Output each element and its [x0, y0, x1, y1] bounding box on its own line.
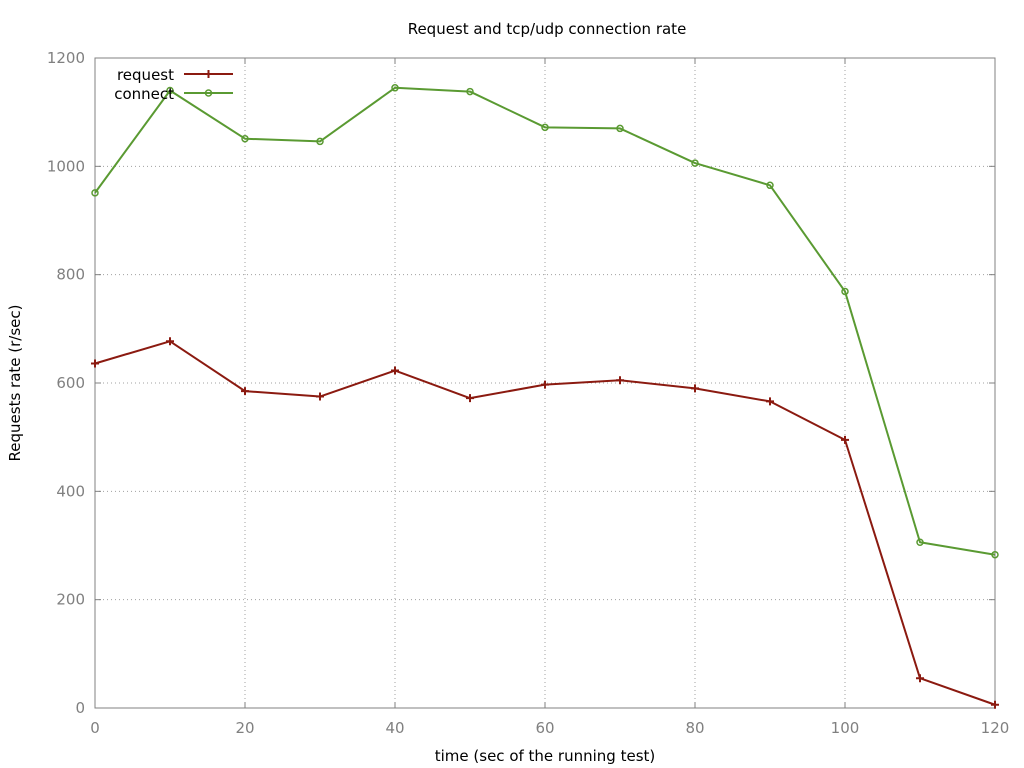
data-point-connect [841, 287, 849, 296]
y-axis-title: Requests rate (r/sec) [6, 305, 24, 462]
data-point-connect [391, 84, 399, 92]
y-tick-label: 400 [56, 482, 85, 500]
legend-sample-connect [184, 89, 233, 97]
legend-label-connect: connect [114, 85, 174, 103]
data-point-connect [616, 124, 624, 133]
x-tick-label: 60 [535, 719, 554, 737]
data-point-request [466, 394, 474, 403]
x-tick-label: 100 [831, 719, 860, 737]
data-point-connect [691, 159, 699, 167]
x-axis-title: time (sec of the running test) [435, 747, 656, 765]
legend: request connect [114, 66, 233, 103]
data-point-connect [466, 87, 474, 96]
legend-marker-request [204, 70, 213, 78]
legend-label-request: request [117, 66, 174, 84]
x-tick-labels: 0 20 40 60 80 100 120 [90, 719, 1009, 737]
data-point-connect [241, 134, 249, 143]
data-point-connect [766, 181, 774, 190]
y-tick-labels: 0 200 400 600 800 1000 1200 [47, 49, 85, 717]
data-point-request [391, 366, 399, 375]
data-point-request [766, 397, 774, 406]
y-tick-label: 200 [56, 591, 85, 609]
data-point-connect [166, 86, 174, 95]
data-point-request [991, 700, 999, 709]
data-point-request [916, 674, 924, 683]
series-request [91, 337, 999, 709]
x-tick-label: 40 [385, 719, 404, 737]
data-point-request [541, 380, 549, 389]
x-tick-label: 0 [90, 719, 100, 737]
data-point-connect [991, 550, 999, 559]
y-tick-label: 0 [75, 699, 85, 717]
data-point-request [241, 387, 249, 396]
y-tick-label: 1200 [47, 49, 85, 67]
data-point-request [316, 392, 324, 401]
data-point-request [616, 376, 624, 385]
data-point-request [166, 337, 174, 346]
series-layer [91, 84, 999, 709]
series-line-connect [94, 86, 996, 556]
data-point-request [691, 384, 699, 393]
x-tick-label: 80 [685, 719, 704, 737]
data-point-connect [541, 123, 549, 132]
y-tick-label: 800 [56, 266, 85, 284]
legend-sample-request [184, 70, 233, 78]
data-point-connect [316, 137, 324, 146]
series-connect [91, 84, 999, 559]
data-point-connect [91, 189, 99, 197]
y-tick-label: 1000 [47, 157, 85, 175]
x-tick-label: 120 [981, 719, 1010, 737]
data-point-request [841, 435, 849, 444]
y-tick-label: 600 [56, 374, 85, 392]
chart-title: Request and tcp/udp connection rate [408, 20, 687, 38]
x-tick-label: 20 [235, 719, 254, 737]
data-point-connect [916, 538, 924, 546]
data-point-request [91, 359, 99, 368]
legend-marker-connect [204, 89, 213, 97]
